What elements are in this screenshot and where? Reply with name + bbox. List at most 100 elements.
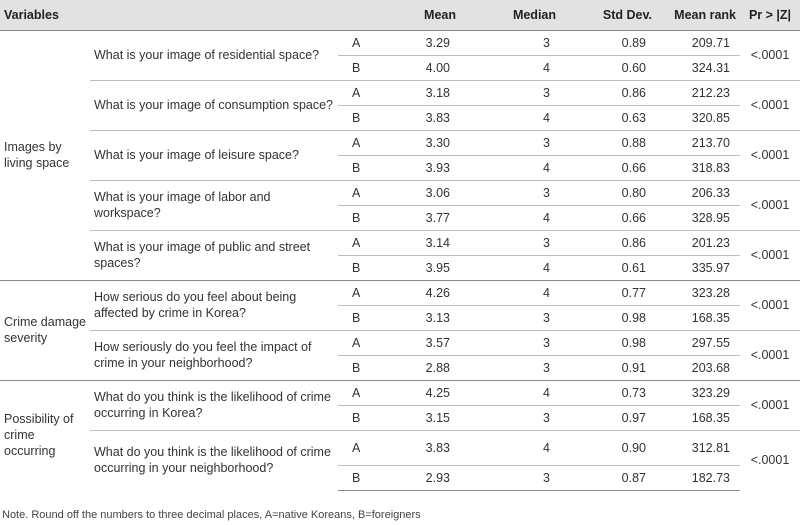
std-dev-value: 0.61	[560, 254, 656, 280]
mean-value: 3.29	[384, 29, 460, 55]
respondent-group: A	[338, 329, 384, 355]
std-dev-value: 0.86	[560, 79, 656, 105]
mean-value: 2.93	[384, 464, 460, 491]
median-value: 4	[460, 54, 560, 80]
mean-rank-value: 182.73	[656, 464, 740, 491]
mean-rank-value: 203.68	[656, 354, 740, 380]
std-dev-value: 0.90	[560, 429, 656, 465]
mean-value: 4.26	[384, 279, 460, 305]
mean-value: 3.18	[384, 79, 460, 105]
mean-rank-value: 201.23	[656, 229, 740, 255]
mean-value: 4.25	[384, 379, 460, 405]
question-text: What is your image of consumption space?	[90, 79, 338, 130]
mean-value: 3.14	[384, 229, 460, 255]
respondent-group: B	[338, 54, 384, 80]
median-value: 4	[460, 104, 560, 130]
mean-value: 3.06	[384, 179, 460, 205]
header-row: Variables Mean Median Std Dev. Mean rank…	[0, 0, 800, 30]
std-dev-value: 0.66	[560, 204, 656, 230]
table-row: B 3.13 3 0.98 168.35	[0, 304, 800, 330]
respondent-group: A	[338, 29, 384, 55]
mean-rank-value: 312.81	[656, 429, 740, 465]
respondent-group: B	[338, 254, 384, 280]
variable-group-label: Possibility of crime occurring	[0, 379, 90, 490]
mean-value: 2.88	[384, 354, 460, 380]
median-value: 4	[460, 279, 560, 305]
p-value: <.0001	[740, 29, 800, 80]
mean-value: 3.30	[384, 129, 460, 155]
mean-rank-value: 212.23	[656, 79, 740, 105]
table-row: What do you think is the likelihood of c…	[0, 429, 800, 490]
std-dev-value: 0.77	[560, 279, 656, 305]
header-p-value: Pr > |Z|	[748, 7, 792, 22]
mean-value: 3.83	[384, 429, 460, 465]
question-text: How serious do you feel about being affe…	[90, 279, 338, 330]
mean-rank-value: 328.95	[656, 204, 740, 230]
mean-rank-value: 323.28	[656, 279, 740, 305]
header-median: Median	[512, 7, 556, 22]
median-value: 4	[460, 429, 560, 465]
results-table: Variables Mean Median Std Dev. Mean rank…	[0, 0, 800, 491]
median-value: 3	[460, 229, 560, 255]
std-dev-value: 0.86	[560, 229, 656, 255]
respondent-group: B	[338, 354, 384, 380]
respondent-group: A	[338, 79, 384, 105]
median-value: 3	[460, 354, 560, 380]
std-dev-value: 0.97	[560, 404, 656, 430]
question-text: What is your image of leisure space?	[90, 129, 338, 180]
table-row: B 3.15 3 0.97 168.35	[0, 404, 800, 430]
respondent-group: B	[338, 104, 384, 130]
mean-rank-value: 206.33	[656, 179, 740, 205]
mean-rank-value: 335.97	[656, 254, 740, 280]
table-row: Images by living space What is your image…	[0, 29, 800, 280]
respondent-group: B	[338, 304, 384, 330]
mean-value: 3.77	[384, 204, 460, 230]
table-row: B 3.83 4 0.63 320.85	[0, 104, 800, 130]
std-dev-value: 0.87	[560, 464, 656, 491]
header-std-dev: Std Dev.	[602, 7, 652, 22]
mean-value: 3.83	[384, 104, 460, 130]
median-value: 3	[460, 304, 560, 330]
question-text: How seriously do you feel the impact of …	[90, 329, 338, 380]
mean-value: 4.00	[384, 54, 460, 80]
table-row: How seriously do you feel the impact of …	[0, 329, 800, 380]
question-text: What is your image of residential space?	[90, 29, 338, 80]
table-row: Crime damage severity How serious do you …	[0, 279, 800, 380]
question-text: What do you think is the likelihood of c…	[90, 379, 338, 430]
respondent-group: A	[338, 229, 384, 255]
std-dev-value: 0.60	[560, 54, 656, 80]
median-value: 3	[460, 179, 560, 205]
median-value: 4	[460, 204, 560, 230]
question-text: What is your image of public and street …	[90, 229, 338, 280]
respondent-group: B	[338, 204, 384, 230]
mean-rank-value: 168.35	[656, 404, 740, 430]
mean-rank-value: 324.31	[656, 54, 740, 80]
median-value: 3	[460, 404, 560, 430]
table-row: B 3.93 4 0.66 318.83	[0, 154, 800, 180]
table-row: What is your image of leisure space? A 3.3…	[0, 129, 800, 180]
header-mean-rank: Mean rank	[674, 7, 736, 22]
median-value: 3	[460, 464, 560, 491]
mean-value: 3.13	[384, 304, 460, 330]
table-row: Possibility of crime occurring What do yo…	[0, 379, 800, 490]
table-note: Note. Round off the numbers to three dec…	[2, 509, 421, 521]
p-value: <.0001	[740, 279, 800, 330]
respondent-group: A	[338, 179, 384, 205]
question-text: What is your image of labor and workspac…	[90, 179, 338, 230]
std-dev-value: 0.80	[560, 179, 656, 205]
p-value: <.0001	[740, 229, 800, 280]
mean-rank-value: 320.85	[656, 104, 740, 130]
mean-value: 3.95	[384, 254, 460, 280]
table-row: B 4.00 4 0.60 324.31	[0, 54, 800, 80]
mean-value: 3.93	[384, 154, 460, 180]
respondent-group: B	[338, 154, 384, 180]
variable-group-label: Images by living space	[0, 29, 90, 280]
std-dev-value: 0.73	[560, 379, 656, 405]
mean-rank-value: 323.29	[656, 379, 740, 405]
table-row: B 3.95 4 0.61 335.97	[0, 254, 800, 280]
mean-rank-value: 297.55	[656, 329, 740, 355]
variable-group-label: Crime damage severity	[0, 279, 90, 380]
mean-rank-value: 168.35	[656, 304, 740, 330]
p-value: <.0001	[740, 329, 800, 380]
